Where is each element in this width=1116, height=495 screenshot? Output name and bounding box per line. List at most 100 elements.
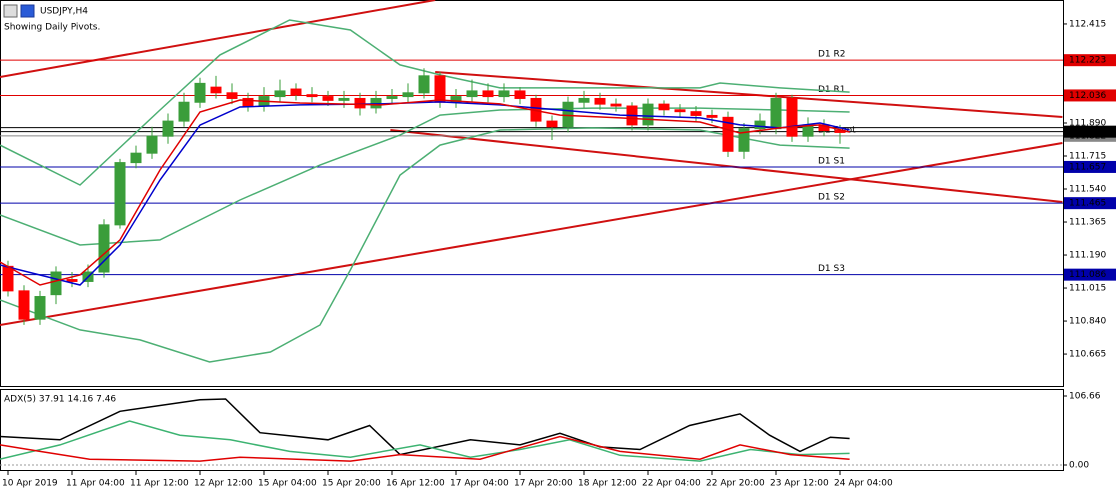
candle-body bbox=[786, 97, 798, 137]
candle-body bbox=[722, 116, 734, 152]
candle-body bbox=[578, 97, 590, 103]
candle-body bbox=[642, 103, 654, 126]
y-tick-label: 111.890 bbox=[1069, 118, 1106, 128]
candle-body bbox=[338, 97, 350, 101]
candle-body bbox=[546, 120, 558, 128]
x-tick-label: 18 Apr 12:00 bbox=[578, 479, 637, 489]
candle-body bbox=[226, 92, 238, 99]
x-tick-label: 24 Apr 04:00 bbox=[834, 479, 893, 489]
bid-box bbox=[1064, 125, 1116, 138]
indicator-tick-label: 106.66 bbox=[1069, 392, 1101, 402]
candle-body bbox=[274, 90, 286, 98]
pivot-name: D1 S2 bbox=[818, 193, 845, 203]
x-tick-label: 11 Apr 04:00 bbox=[66, 479, 125, 489]
candle-body bbox=[418, 75, 430, 94]
price-box bbox=[1064, 268, 1116, 281]
x-tick-label: 17 Apr 20:00 bbox=[514, 479, 573, 489]
bid-label: 111.844 bbox=[1069, 127, 1106, 137]
candle-body bbox=[162, 120, 174, 137]
candle-body bbox=[498, 90, 510, 98]
price-box bbox=[1064, 54, 1116, 67]
candle-body bbox=[754, 120, 766, 130]
x-tick-label: 11 Apr 12:00 bbox=[130, 479, 189, 489]
indicator-line bbox=[0, 420, 850, 462]
price-box-label: 111.086 bbox=[1069, 270, 1106, 280]
overlay-line bbox=[0, 19, 850, 186]
pivot-name: D1 R1 bbox=[818, 85, 846, 95]
trendline bbox=[390, 128, 1063, 204]
x-tick-label: 22 Apr 20:00 bbox=[706, 479, 765, 489]
overlay-line bbox=[0, 127, 850, 363]
x-tick-label: 15 Apr 20:00 bbox=[322, 479, 381, 489]
x-tick-label: 10 Apr 2019 bbox=[2, 479, 58, 489]
symbol-icon bbox=[3, 4, 35, 18]
indicator-tick-label: 0.00 bbox=[1069, 461, 1089, 471]
y-tick-label: 111.015 bbox=[1069, 284, 1106, 294]
candle-body bbox=[98, 224, 110, 273]
price-box bbox=[1064, 197, 1116, 210]
price-box-label: 112.223 bbox=[1069, 56, 1106, 66]
candle-body bbox=[18, 290, 30, 320]
y-tick-label: 110.840 bbox=[1069, 317, 1106, 327]
candle-body bbox=[194, 82, 206, 103]
candle-body bbox=[2, 265, 14, 292]
candle-body bbox=[146, 135, 158, 154]
candle-body bbox=[514, 90, 526, 99]
x-tick-label: 23 Apr 12:00 bbox=[770, 479, 829, 489]
price-box-label: 112.036 bbox=[1069, 91, 1106, 101]
candle-body bbox=[34, 296, 46, 320]
price-box-label: 111.465 bbox=[1069, 199, 1106, 209]
candle-body bbox=[434, 75, 446, 103]
y-tick-label: 111.540 bbox=[1069, 185, 1106, 195]
x-tick-label: 22 Apr 04:00 bbox=[642, 479, 701, 489]
candle-body bbox=[706, 114, 718, 118]
candle-body bbox=[386, 96, 398, 99]
candle-body bbox=[658, 103, 670, 111]
y-tick-label: 112.415 bbox=[1069, 19, 1106, 29]
candle-body bbox=[482, 90, 494, 98]
candle-body bbox=[114, 162, 126, 226]
candle-body bbox=[594, 97, 606, 105]
y-tick-label: 110.665 bbox=[1069, 350, 1106, 360]
chart-title: USDJPY,H4 bbox=[40, 7, 88, 17]
candle-body bbox=[562, 101, 574, 128]
y-tick-label: 111.190 bbox=[1069, 251, 1106, 261]
candle-body bbox=[674, 109, 686, 113]
trendline bbox=[435, 71, 1063, 118]
indicator-line bbox=[0, 435, 850, 462]
price-box bbox=[1064, 89, 1116, 102]
overlay-line bbox=[0, 99, 850, 286]
x-tick-label: 12 Apr 12:00 bbox=[194, 479, 253, 489]
pivot-name: D1 R2 bbox=[818, 50, 846, 60]
candle-body bbox=[130, 152, 142, 164]
trendline bbox=[0, 0, 436, 78]
candle-body bbox=[770, 97, 782, 130]
candle-body bbox=[354, 97, 366, 109]
candle-body bbox=[178, 101, 190, 122]
main-pane-frame bbox=[0, 0, 1064, 387]
x-tick-label: 16 Apr 12:00 bbox=[386, 479, 445, 489]
indicator-pane-frame bbox=[0, 389, 1064, 471]
price-box-label: 111.657 bbox=[1069, 162, 1106, 172]
y-tick-label: 111.365 bbox=[1069, 218, 1106, 228]
indicator-title: ADX(5) 37.91 14.16 7.46 bbox=[4, 395, 116, 405]
x-tick-label: 15 Apr 04:00 bbox=[258, 479, 317, 489]
indicator-line bbox=[0, 398, 850, 456]
x-tick-label: 17 Apr 04:00 bbox=[450, 479, 509, 489]
candle-body bbox=[610, 103, 622, 107]
price-box bbox=[1064, 160, 1116, 173]
candle-body bbox=[466, 90, 478, 98]
candle-body bbox=[690, 111, 702, 116]
candle-body bbox=[738, 128, 750, 152]
candle-body bbox=[306, 94, 318, 98]
candle-body bbox=[50, 271, 62, 296]
overlay-line bbox=[0, 107, 850, 246]
candle-body bbox=[290, 88, 302, 96]
chart-subtitle: Showing Daily Pivots. bbox=[4, 23, 100, 33]
trendline bbox=[0, 141, 1063, 327]
candle-body bbox=[402, 92, 414, 98]
candle-body bbox=[322, 96, 334, 101]
candle-body bbox=[210, 86, 222, 94]
